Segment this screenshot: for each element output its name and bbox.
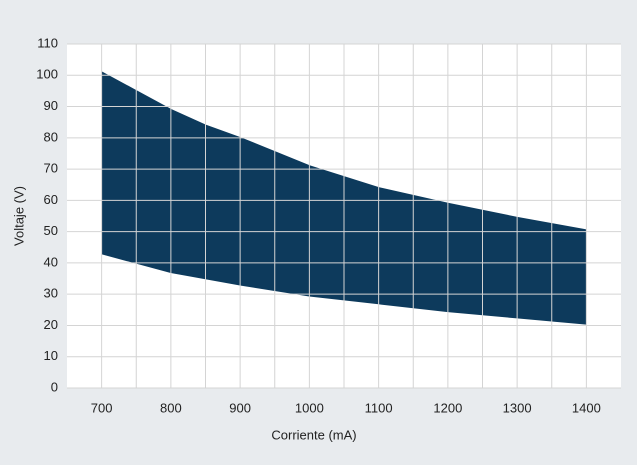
x-tick-label: 1100	[365, 400, 393, 415]
x-axis-title: Corriente (mA)	[271, 427, 356, 442]
y-tick-label: 30	[44, 286, 58, 301]
x-tick-label: 1400	[572, 400, 601, 415]
y-tick-label: 20	[44, 317, 58, 332]
x-tick-label: 1200	[433, 400, 462, 415]
x-tick-label: 800	[160, 400, 182, 415]
y-tick-label: 100	[36, 67, 58, 82]
y-tick-label: 40	[44, 254, 58, 269]
x-tick-label: 900	[229, 400, 251, 415]
y-tick-label: 0	[51, 379, 58, 394]
y-tick-label: 90	[44, 98, 58, 113]
x-tick-label: 1000	[295, 400, 324, 415]
y-tick-label: 10	[44, 348, 58, 363]
y-axis-title: Voltaje (V)	[11, 186, 26, 246]
y-tick-label: 60	[44, 192, 58, 207]
y-tick-label: 80	[44, 129, 58, 144]
y-tick-label: 50	[44, 223, 58, 238]
y-tick-label: 70	[44, 161, 58, 176]
x-tick-label: 700	[91, 400, 113, 415]
y-tick-label: 110	[37, 35, 58, 50]
x-tick-label: 1300	[503, 400, 532, 415]
